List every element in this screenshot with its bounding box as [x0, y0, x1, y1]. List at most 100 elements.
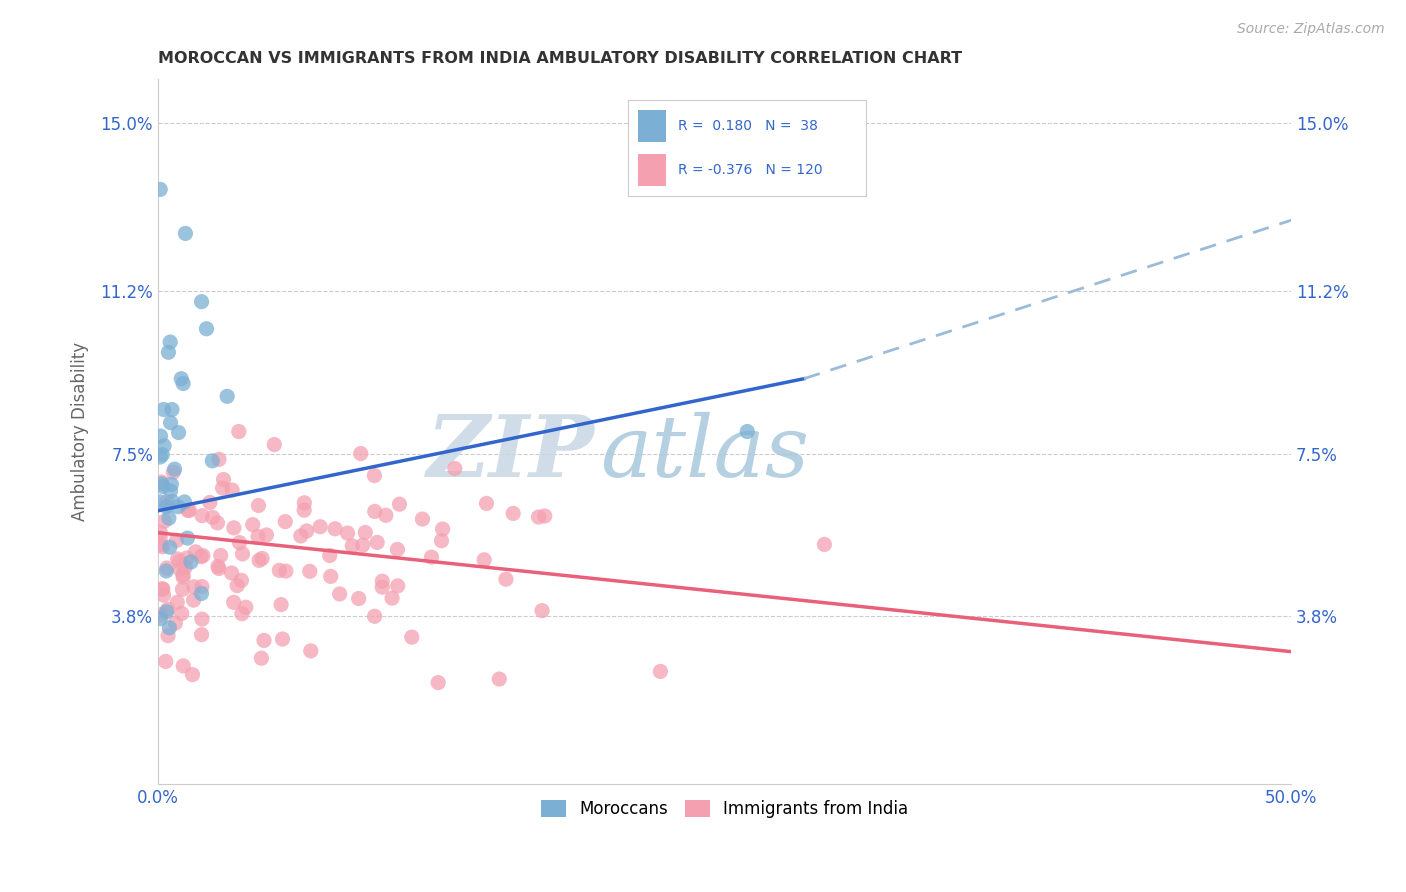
- Point: [232, 547, 254, 561]
- Point: [157, 629, 180, 643]
- Point: [295, 524, 318, 538]
- Point: [292, 503, 315, 517]
- Point: [247, 553, 270, 567]
- Text: atlas: atlas: [600, 411, 808, 494]
- Point: [374, 508, 396, 523]
- Point: [190, 549, 212, 564]
- Point: [221, 566, 243, 580]
- Point: [190, 628, 212, 642]
- Point: [813, 537, 835, 551]
- Point: [217, 389, 239, 403]
- Legend: Moroccans, Immigrants from India: Moroccans, Immigrants from India: [534, 793, 915, 825]
- Point: [366, 535, 388, 549]
- Point: [152, 582, 174, 596]
- Point: [274, 515, 297, 529]
- Point: [299, 644, 322, 658]
- Point: [181, 667, 204, 681]
- Point: [309, 520, 332, 534]
- Point: [290, 529, 312, 543]
- Point: [153, 514, 176, 528]
- Point: [160, 477, 183, 491]
- Point: [191, 612, 214, 626]
- Point: [430, 533, 453, 548]
- Point: [371, 580, 394, 594]
- Point: [159, 540, 181, 554]
- Point: [274, 564, 297, 578]
- Point: [387, 579, 409, 593]
- Point: [256, 528, 278, 542]
- Point: [155, 564, 177, 578]
- Point: [342, 539, 364, 553]
- Point: [191, 549, 214, 563]
- Point: [336, 526, 359, 541]
- Point: [155, 500, 177, 514]
- Point: [371, 574, 394, 589]
- Point: [323, 522, 346, 536]
- Point: [183, 580, 205, 594]
- Point: [250, 551, 273, 566]
- Point: [209, 549, 232, 563]
- Text: Source: ZipAtlas.com: Source: ZipAtlas.com: [1237, 22, 1385, 37]
- Point: [163, 462, 186, 476]
- Point: [329, 587, 352, 601]
- Point: [174, 227, 197, 241]
- Point: [149, 429, 172, 443]
- Point: [443, 461, 465, 475]
- Point: [152, 540, 174, 554]
- Point: [179, 503, 201, 517]
- Point: [502, 507, 524, 521]
- Point: [387, 542, 409, 557]
- Point: [363, 468, 385, 483]
- Point: [271, 632, 294, 646]
- Point: [527, 510, 550, 524]
- Point: [172, 376, 194, 391]
- Point: [207, 516, 229, 530]
- Point: [364, 504, 387, 518]
- Point: [183, 593, 205, 607]
- Point: [226, 578, 249, 592]
- Point: [207, 559, 229, 574]
- Point: [270, 598, 292, 612]
- Point: [381, 591, 404, 606]
- Point: [159, 334, 181, 349]
- Point: [191, 580, 214, 594]
- Point: [150, 448, 173, 462]
- Point: [174, 560, 197, 574]
- Point: [167, 425, 190, 440]
- Point: [201, 510, 224, 524]
- Point: [228, 535, 250, 549]
- Point: [432, 522, 454, 536]
- Point: [172, 582, 194, 597]
- Point: [172, 570, 194, 584]
- Point: [167, 500, 190, 514]
- Point: [198, 495, 221, 509]
- Point: [149, 450, 172, 464]
- Point: [166, 533, 188, 548]
- Point: [195, 322, 218, 336]
- Point: [253, 633, 276, 648]
- Point: [177, 503, 200, 517]
- Point: [208, 561, 231, 575]
- Point: [190, 294, 212, 309]
- Point: [242, 517, 264, 532]
- Point: [169, 554, 191, 568]
- Point: [165, 616, 187, 631]
- Point: [157, 345, 180, 359]
- Point: [162, 494, 184, 508]
- Point: [149, 525, 172, 540]
- Point: [162, 465, 184, 479]
- Point: [250, 651, 273, 665]
- Y-axis label: Ambulatory Disability: Ambulatory Disability: [72, 342, 89, 521]
- Point: [211, 481, 233, 495]
- Point: [411, 512, 433, 526]
- Point: [650, 665, 672, 679]
- Point: [160, 402, 183, 417]
- Point: [156, 495, 179, 509]
- Point: [533, 508, 555, 523]
- Point: [156, 602, 179, 616]
- Point: [150, 476, 173, 491]
- Point: [319, 569, 342, 583]
- Point: [166, 552, 188, 566]
- Point: [152, 588, 174, 602]
- Point: [363, 609, 385, 624]
